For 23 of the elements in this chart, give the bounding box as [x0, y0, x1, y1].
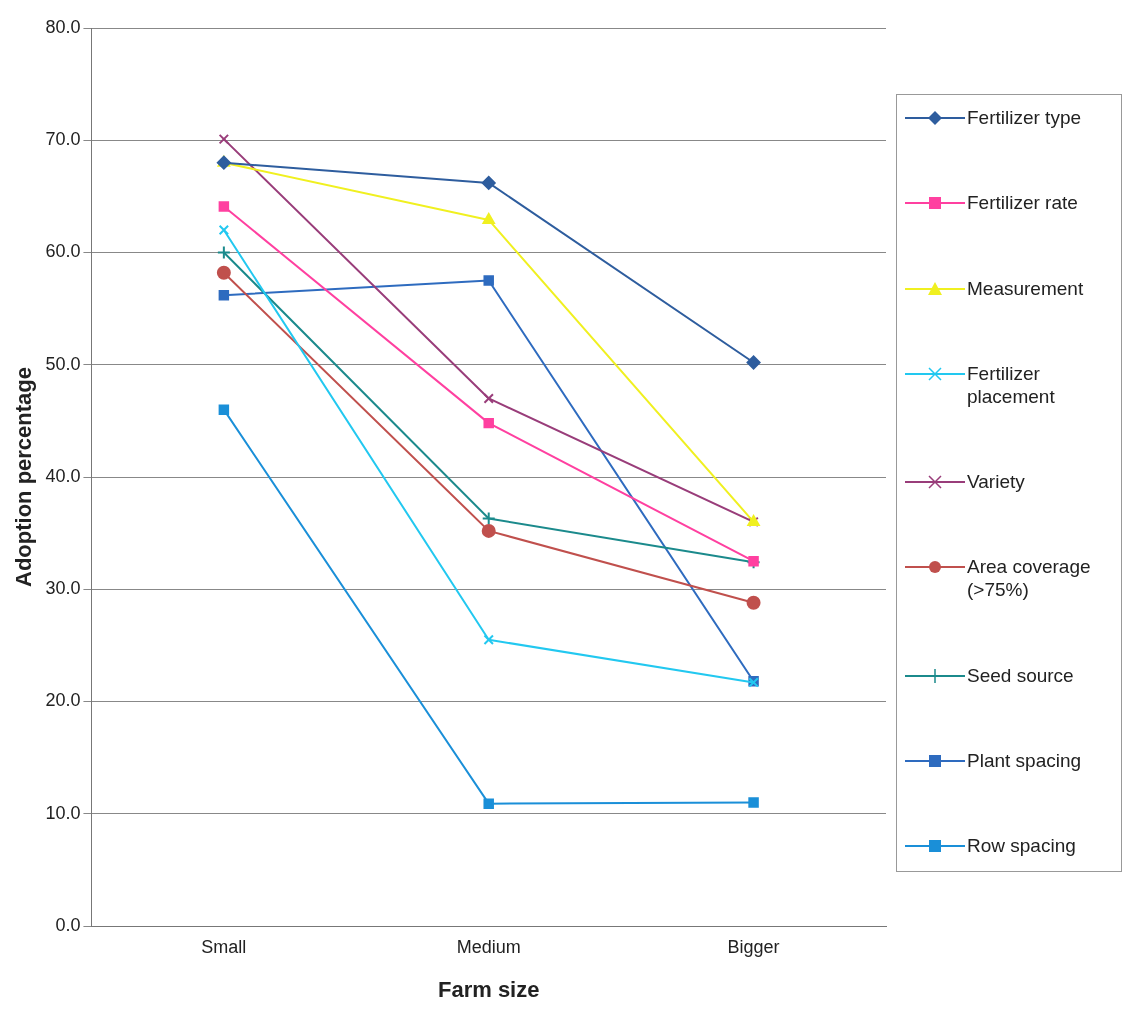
y-tick-label: 50.0 — [45, 353, 81, 374]
x-tick-label: Small — [201, 936, 247, 957]
y-tick-label: 40.0 — [45, 465, 81, 486]
y-tick-label: 20.0 — [45, 690, 81, 711]
y-axis-title: Adoption percentage — [11, 366, 37, 588]
legend-label: Fertilizer placement — [967, 361, 1056, 408]
y-tick-label: 30.0 — [45, 578, 81, 599]
legend-label: Area coverage (>75%) — [967, 555, 1092, 602]
legend-label: Seed source — [967, 663, 1074, 687]
y-tick-label: 60.0 — [45, 241, 81, 262]
legend-label: Fertilizer type — [967, 106, 1082, 129]
legend-label: Row spacing — [967, 834, 1076, 857]
y-tick-label: 70.0 — [45, 129, 81, 150]
legend-label: Measurement — [967, 276, 1084, 300]
legend-label: Fertilizer rate — [967, 191, 1078, 215]
x-axis-title: Farm size — [437, 976, 540, 1002]
legend-label: Variety — [967, 470, 1025, 493]
x-tick-label: Bigger — [727, 936, 780, 957]
y-tick-label: 10.0 — [45, 802, 81, 823]
y-tick-label: 0.0 — [55, 914, 81, 935]
legend-label: Plant spacing — [967, 748, 1082, 772]
x-tick-label: Medium — [456, 936, 521, 957]
y-tick-label: 80.0 — [45, 16, 81, 37]
